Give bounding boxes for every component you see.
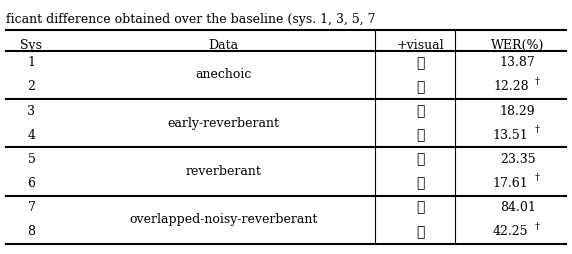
Text: 4: 4: [27, 129, 35, 142]
Text: ✗: ✗: [416, 201, 424, 215]
Text: ✓: ✓: [416, 128, 424, 142]
Text: 6: 6: [27, 177, 35, 190]
Text: †: †: [535, 77, 540, 86]
Text: Data: Data: [208, 39, 238, 52]
Text: +visual: +visual: [396, 39, 444, 52]
Text: †: †: [535, 222, 540, 231]
Text: 18.29: 18.29: [500, 105, 535, 118]
Text: 84.01: 84.01: [500, 201, 535, 214]
Text: 7: 7: [27, 201, 35, 214]
Text: reverberant: reverberant: [185, 165, 261, 178]
Text: †: †: [535, 125, 540, 134]
Text: ✗: ✗: [416, 152, 424, 166]
Text: early-reverberant: early-reverberant: [167, 117, 279, 130]
Text: anechoic: anechoic: [195, 68, 251, 82]
Text: 13.87: 13.87: [500, 56, 535, 69]
Text: 42.25: 42.25: [493, 225, 529, 238]
Text: 12.28: 12.28: [493, 81, 529, 93]
Text: 17.61: 17.61: [493, 177, 529, 190]
Text: overlapped-noisy-reverberant: overlapped-noisy-reverberant: [129, 213, 317, 226]
Text: ✗: ✗: [416, 56, 424, 70]
Text: ficant difference obtained over the baseline (sys. 1, 3, 5, 7: ficant difference obtained over the base…: [6, 13, 375, 26]
Text: 2: 2: [27, 81, 35, 93]
Text: 8: 8: [27, 225, 35, 238]
Text: 3: 3: [27, 105, 35, 118]
Text: ✓: ✓: [416, 177, 424, 190]
Text: 13.51: 13.51: [493, 129, 529, 142]
Text: 1: 1: [27, 56, 35, 69]
Text: ✓: ✓: [416, 80, 424, 94]
Text: WER(%): WER(%): [491, 39, 545, 52]
Text: ✗: ✗: [416, 104, 424, 118]
Text: 5: 5: [27, 153, 35, 166]
Text: †: †: [535, 173, 540, 182]
Text: ✓: ✓: [416, 225, 424, 239]
Text: 23.35: 23.35: [500, 153, 535, 166]
Text: Sys: Sys: [21, 39, 42, 52]
